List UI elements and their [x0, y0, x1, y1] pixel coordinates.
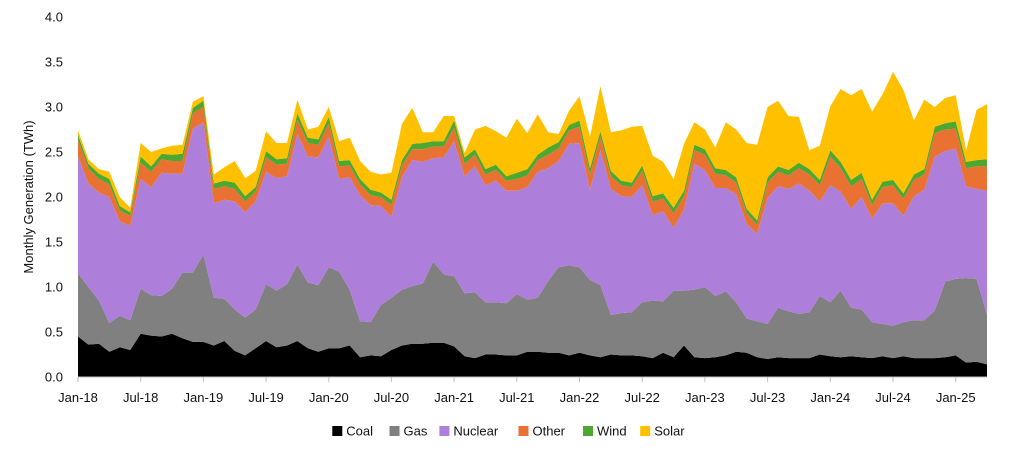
area-wind — [78, 100, 987, 225]
legend: Coal Gas Nuclear Other Wind Solar — [332, 424, 685, 439]
legend-label: Coal — [346, 424, 373, 439]
legend-label: Nuclear — [453, 424, 498, 439]
x-tick-label: Jan-22 — [560, 390, 600, 405]
x-tick-label: Jan-20 — [309, 390, 349, 405]
legend-item-nuclear: Nuclear — [439, 424, 499, 439]
x-tick-label: Jul-21 — [499, 390, 534, 405]
x-tick-label: Jul-20 — [374, 390, 409, 405]
x-tick-label: Jan-21 — [434, 390, 474, 405]
x-tick-label: Jan-19 — [184, 390, 224, 405]
legend-swatch — [640, 426, 651, 436]
area-nuclear — [78, 122, 987, 326]
y-tick-label: 3.5 — [45, 55, 63, 70]
legend-label: Gas — [404, 424, 428, 439]
x-tick-label: Jan-23 — [685, 390, 725, 405]
area-series-group — [78, 71, 987, 377]
x-tick-label: Jul-18 — [123, 390, 158, 405]
legend-item-solar: Solar — [640, 424, 685, 439]
legend-swatch — [439, 426, 450, 436]
area-gas — [78, 254, 987, 365]
x-tick-label: Jul-19 — [248, 390, 283, 405]
y-tick-label: 4.0 — [45, 10, 63, 25]
y-tick-label: 2.0 — [45, 190, 63, 205]
x-tick-label: Jul-23 — [750, 390, 785, 405]
x-tick-label: Jan-18 — [58, 390, 98, 405]
legend-swatch — [332, 426, 343, 436]
area-other — [78, 107, 987, 234]
x-tick-label: Jul-22 — [624, 390, 659, 405]
y-tick-label: 1.0 — [45, 280, 63, 295]
y-tick-label: 0.0 — [45, 370, 63, 385]
legend-swatch — [389, 426, 400, 436]
y-tick-label: 2.5 — [45, 145, 63, 160]
y-tick-label: 0.5 — [45, 325, 63, 340]
x-tick-label: Jul-24 — [875, 390, 910, 405]
legend-item-gas: Gas — [389, 424, 428, 439]
x-tick-labels: Jan-18 Jul-18 Jan-19 Jul-19 Jan-20 Jul-20 Jan-… — [58, 377, 976, 405]
legend-swatch — [583, 426, 593, 436]
area-solar — [78, 71, 987, 221]
x-tick-label: Jan-24 — [810, 390, 850, 405]
y-tick-labels: 0.0 0.5 1.0 1.5 2.0 2.5 3.0 3.5 4.0 — [45, 10, 63, 385]
legend-label: Other — [533, 424, 566, 439]
legend-label: Wind — [597, 424, 627, 439]
legend-item-other: Other — [518, 424, 566, 439]
y-tick-label: 3.0 — [45, 100, 63, 115]
legend-label: Solar — [654, 424, 685, 439]
legend-item-coal: Coal — [332, 424, 373, 439]
area-coal — [78, 333, 987, 377]
legend-swatch — [518, 426, 529, 436]
y-axis-title: Monthly Generation (TWh) — [21, 120, 36, 273]
x-tick-label: Jan-25 — [936, 390, 976, 405]
y-tick-label: 1.5 — [45, 235, 63, 250]
legend-item-wind: Wind — [583, 424, 627, 439]
